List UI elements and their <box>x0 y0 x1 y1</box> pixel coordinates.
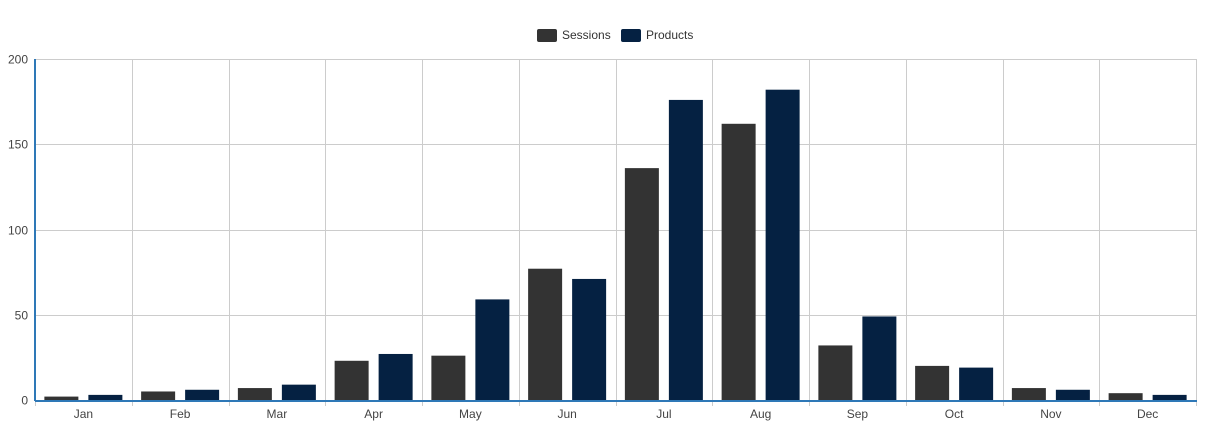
x-tick-label: Aug <box>750 407 771 421</box>
x-tick-label: Jul <box>656 407 671 421</box>
bar-sessions-dec[interactable] <box>1108 393 1143 400</box>
bar-products-may[interactable] <box>475 299 510 400</box>
bar-sessions-aug[interactable] <box>721 123 756 400</box>
bar-sessions-jun[interactable] <box>528 268 563 400</box>
bar-sessions-may[interactable] <box>431 355 466 400</box>
axes <box>34 59 1197 406</box>
x-tick-label: Jan <box>74 407 93 421</box>
bar-products-jun[interactable] <box>572 278 607 400</box>
bar-products-nov[interactable] <box>1055 389 1090 400</box>
y-tick-label: 0 <box>21 394 28 408</box>
x-tick-label: Nov <box>1040 407 1061 421</box>
bar-sessions-feb[interactable] <box>141 391 176 400</box>
x-tick-label: Oct <box>945 407 964 421</box>
bar-sessions-sep[interactable] <box>818 345 853 400</box>
x-tick-label: Apr <box>364 407 383 421</box>
y-tick-label: 50 <box>15 309 29 323</box>
x-tick-labels: Jan Feb Mar Apr May Jun Jul Aug Sep Oct Nov Dec <box>74 407 1159 421</box>
legend-item-sessions[interactable]: Sessions <box>537 28 611 42</box>
bars <box>44 89 1187 401</box>
x-tick-label: May <box>459 407 482 421</box>
y-tick-label: 150 <box>8 138 28 152</box>
bar-products-feb[interactable] <box>185 389 220 400</box>
bar-sessions-oct[interactable] <box>915 365 950 400</box>
bar-sessions-mar[interactable] <box>237 388 272 400</box>
bar-products-sep[interactable] <box>862 316 897 400</box>
bar-products-apr[interactable] <box>378 353 413 400</box>
bar-products-oct[interactable] <box>959 367 994 400</box>
bar-sessions-jul[interactable] <box>624 168 659 400</box>
x-tick-label: Feb <box>170 407 191 421</box>
x-tick-label: Sep <box>847 407 869 421</box>
y-tick-labels: 0 50 100 150 200 <box>8 53 28 408</box>
legend-swatch-products <box>621 29 641 42</box>
bar-sessions-jan[interactable] <box>44 396 79 400</box>
legend: Sessions Products <box>537 28 693 42</box>
bar-sessions-nov[interactable] <box>1011 388 1046 400</box>
grid <box>35 59 1197 400</box>
bar-products-jan[interactable] <box>88 394 123 400</box>
x-tick-label: Dec <box>1137 407 1158 421</box>
bar-products-mar[interactable] <box>281 384 316 400</box>
bar-sessions-apr[interactable] <box>334 360 369 400</box>
y-tick-label: 100 <box>8 224 28 238</box>
legend-label-sessions: Sessions <box>562 28 611 42</box>
y-tick-label: 200 <box>8 53 28 67</box>
legend-label-products: Products <box>646 28 693 42</box>
legend-item-products[interactable]: Products <box>621 28 693 42</box>
bar-products-aug[interactable] <box>765 89 800 400</box>
x-tick-label: Jun <box>557 407 576 421</box>
bar-products-dec[interactable] <box>1152 394 1187 400</box>
legend-swatch-sessions <box>537 29 557 42</box>
bar-products-jul[interactable] <box>668 99 703 401</box>
x-tick-label: Mar <box>267 407 288 421</box>
